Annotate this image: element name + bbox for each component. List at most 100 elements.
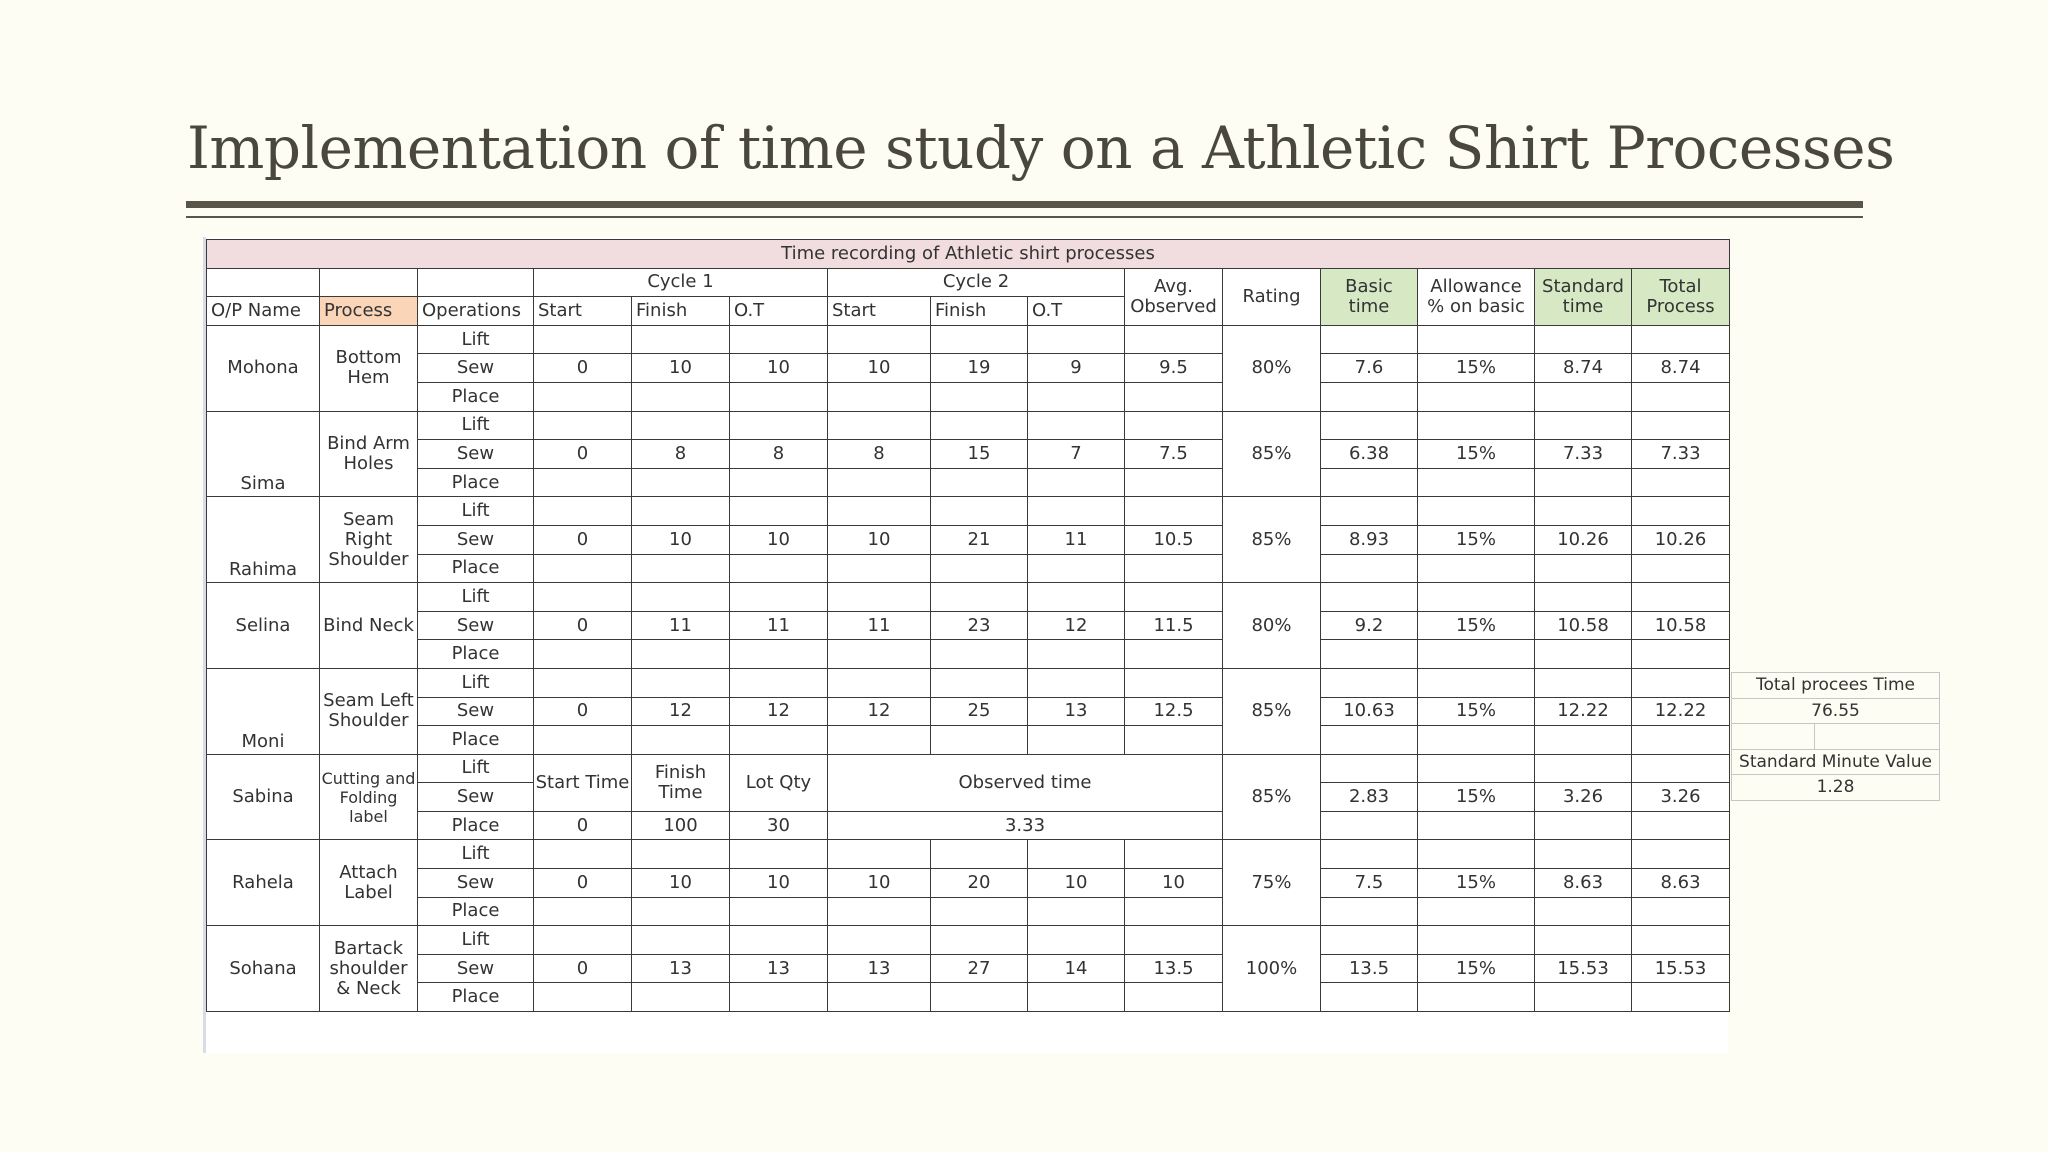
table-row: Mohona Bottom Hem Lift 80% [206,324,1730,412]
cycle2-finish-value: 19 [930,353,1028,383]
cycle2-ot-value: 9 [1027,353,1125,383]
operation-label: Lift [417,753,534,784]
cycle1-start-value: 0 [533,868,632,898]
empty-cell [729,639,828,669]
standard-time-header-line1: Standard [1542,275,1624,297]
avg-observed-value: 9.5 [1124,353,1223,383]
rating-value: 85% [1222,667,1321,755]
total-process-value: 3.26 [1631,782,1730,812]
empty-cell [827,410,931,441]
operator-name: Selina [206,582,320,669]
empty-cell [1417,582,1535,612]
avg-observed-value: 10.5 [1124,524,1223,555]
standard-time-value: 8.74 [1534,353,1632,383]
table-row: Sew 0 10 10 10 20 10 10 7.5 15% 8.63 8.63 [207,868,1730,898]
cycle2-finish-header: Finish [930,296,1028,326]
empty-cell [1631,381,1730,412]
finish-time-label: Finish Time [631,753,730,812]
spreadsheet-edge [203,237,206,1053]
cycle2-finish-value: 27 [930,953,1028,984]
empty-cell [729,925,828,955]
empty-cell [631,639,730,669]
table-row: Sew 0 8 8 8 15 7 7.5 6.38 15% 7.33 7.33 [207,439,1730,469]
operation-label: Lift [417,925,534,955]
empty-cell [1534,839,1632,870]
standard-time-value: 10.58 [1534,610,1632,641]
cycle2-ot-value: 12 [1027,610,1125,641]
empty-cell [729,667,828,698]
smv-value: 1.28 [1731,774,1940,801]
empty-cell [1534,667,1632,698]
empty-cell [631,667,730,698]
operation-label: Place [417,381,534,412]
summary-row: Standard Minute Value [1731,748,1940,775]
process-name: Attach Label [319,839,418,927]
operation-label: Lift [417,667,534,698]
operation-label: Sew [417,353,534,383]
empty-cell [533,496,632,526]
empty-cell [533,582,632,612]
cycle1-header: Cycle 1 [533,267,828,298]
avg-observed-value: 12.5 [1124,696,1223,727]
table-row: Place [207,982,1730,1013]
summary-table: Total procees Time 76.55 Standard Minute… [1731,672,1940,801]
empty-cell [827,725,931,755]
table-row: Rahela Attach Label Lift 75% [206,839,1730,927]
empty-cell [729,839,828,870]
cycle1-finish-value: 11 [631,610,730,641]
empty-cell [1417,553,1535,584]
time-study-table: Time recording of Athletic shirt process… [206,239,1730,1013]
rating-header: Rating [1222,267,1321,326]
total-process-value: 10.26 [1631,524,1730,555]
cycle2-ot-value: 10 [1027,868,1125,898]
allowance-value: 15% [1417,524,1535,555]
empty-cell [1417,896,1535,927]
cycle2-finish-value: 25 [930,696,1028,727]
operation-label: Lift [417,839,534,870]
empty-cell [1027,324,1125,355]
process-name: Bottom Hem [319,324,418,412]
total-time-label: Total procees Time [1731,672,1940,699]
avg-observed-value: 7.5 [1124,439,1223,469]
empty-cell [1124,639,1223,669]
table-row: Sohana Bartack shoulder & Neck Lift 100% [206,925,1730,1013]
cycle1-ot-value: 10 [729,524,828,555]
process-name: Seam Left Shoulder [319,667,418,755]
empty-cell [631,725,730,755]
empty-cell [930,896,1028,927]
operator-name: Rahela [206,839,320,927]
empty-cell [1631,753,1730,784]
empty-cell [1027,639,1125,669]
empty-cell [1631,839,1730,870]
operation-label: Sew [417,953,534,984]
cycle2-finish-value: 23 [930,610,1028,641]
operation-label: Place [417,639,534,669]
empty-cell [1320,381,1418,412]
cycle1-finish-value: 8 [631,439,730,469]
cycle2-finish-value: 20 [930,868,1028,898]
empty-cell [930,324,1028,355]
empty-cell [1124,582,1223,612]
allowance-header-line2: % on basic [1427,295,1525,317]
empty-cell [930,725,1028,755]
empty-cell [1631,896,1730,927]
empty-cell [1320,810,1418,841]
cycle1-start-value: 0 [533,953,632,984]
empty-cell [1534,553,1632,584]
cycle1-start-header: Start [533,296,632,326]
table-row: Place [207,896,1730,927]
empty-cell [1631,324,1730,355]
table-row: Place [207,553,1730,584]
empty-cell [533,553,632,584]
empty-cell [1417,381,1535,412]
allowance-header-line1: Allowance [1430,275,1522,297]
empty-cell [533,725,632,755]
basic-time-header-line1: Basic [1345,275,1393,297]
cycle2-start-value: 11 [827,610,931,641]
cycle2-ot-value: 13 [1027,696,1125,727]
empty-cell [1027,667,1125,698]
empty-cell [1417,925,1535,955]
standard-time-value: 7.33 [1534,439,1632,469]
table-row: Sima Bind Arm Holes Lift 85% [206,410,1730,498]
table-row: Cycle 1 Cycle 2 Avg. Observed Rating Basic tim… [206,267,1730,326]
